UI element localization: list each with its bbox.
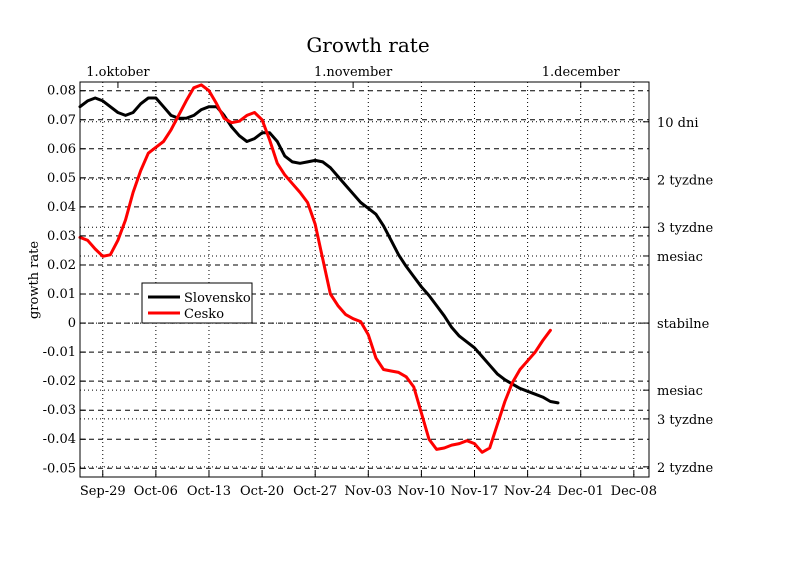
y-tick-label: 0.03 <box>47 229 76 244</box>
y-tick-label: 0.04 <box>47 200 76 215</box>
y-axis-label: growth rate <box>27 241 42 319</box>
y-tick-label: 0.05 <box>47 171 76 186</box>
chart-title: Growth rate <box>306 33 429 57</box>
legend: Slovensko Cesko <box>141 282 253 324</box>
x-tick-label: Dec-01 <box>558 484 604 499</box>
x-tick-label: Sep-29 <box>80 484 126 499</box>
x-tick-label: Oct-06 <box>134 484 178 499</box>
y-tick-label: -0.04 <box>43 432 76 447</box>
right-tick-label: 3 tyzdne <box>657 221 714 236</box>
x-tick-label: Nov-24 <box>504 484 551 499</box>
right-tick-label: 2 tyzdne <box>657 173 714 188</box>
right-tick-label: mesiac <box>657 384 703 399</box>
x-tick-label: Nov-17 <box>451 484 498 499</box>
series-line-slovensko <box>78 96 560 405</box>
top-tick-label: 1.december <box>542 65 621 80</box>
x-tick-label: Oct-20 <box>240 484 284 499</box>
right-tick-label: stabilne <box>657 317 710 332</box>
axis-ticks: 0.08 0.07 0.06 0.05 0.04 0.03 0.02 0.01 0 -0.01 -0… <box>43 65 714 499</box>
right-tick-label: 10 dni <box>657 116 699 131</box>
series-lines <box>78 83 560 454</box>
y-tick-label: 0.08 <box>47 84 76 99</box>
y-tick-label: 0.06 <box>47 142 76 157</box>
x-tick-label: Nov-03 <box>345 484 392 499</box>
right-tick-label: mesiac <box>657 250 703 265</box>
x-tick-label: Dec-08 <box>611 484 657 499</box>
legend-label-slovensko: Slovensko <box>184 291 251 306</box>
series-line-cesko <box>78 83 552 454</box>
y-tick-label: 0.07 <box>47 113 76 128</box>
top-tick-label: 1.november <box>314 65 393 80</box>
legend-box <box>141 282 253 324</box>
y-tick-label: -0.02 <box>43 374 76 389</box>
y-tick-label: -0.03 <box>43 403 76 418</box>
x-tick-label: Oct-27 <box>293 484 337 499</box>
y-tick-label: -0.05 <box>43 461 76 476</box>
top-tick-label: 1.oktober <box>86 65 150 80</box>
y-tick-label: -0.01 <box>43 345 76 360</box>
y-tick-label: 0.02 <box>47 258 76 273</box>
x-tick-label: Oct-13 <box>187 484 231 499</box>
y-tick-label: 0 <box>68 316 76 331</box>
plot-frame <box>79 81 650 478</box>
y-tick-label: 0.01 <box>47 287 76 302</box>
right-tick-label: 2 tyzdne <box>657 461 714 476</box>
legend-label-cesko: Cesko <box>184 307 224 322</box>
right-tick-label: 3 tyzdne <box>657 413 714 428</box>
x-tick-label: Nov-10 <box>398 484 445 499</box>
